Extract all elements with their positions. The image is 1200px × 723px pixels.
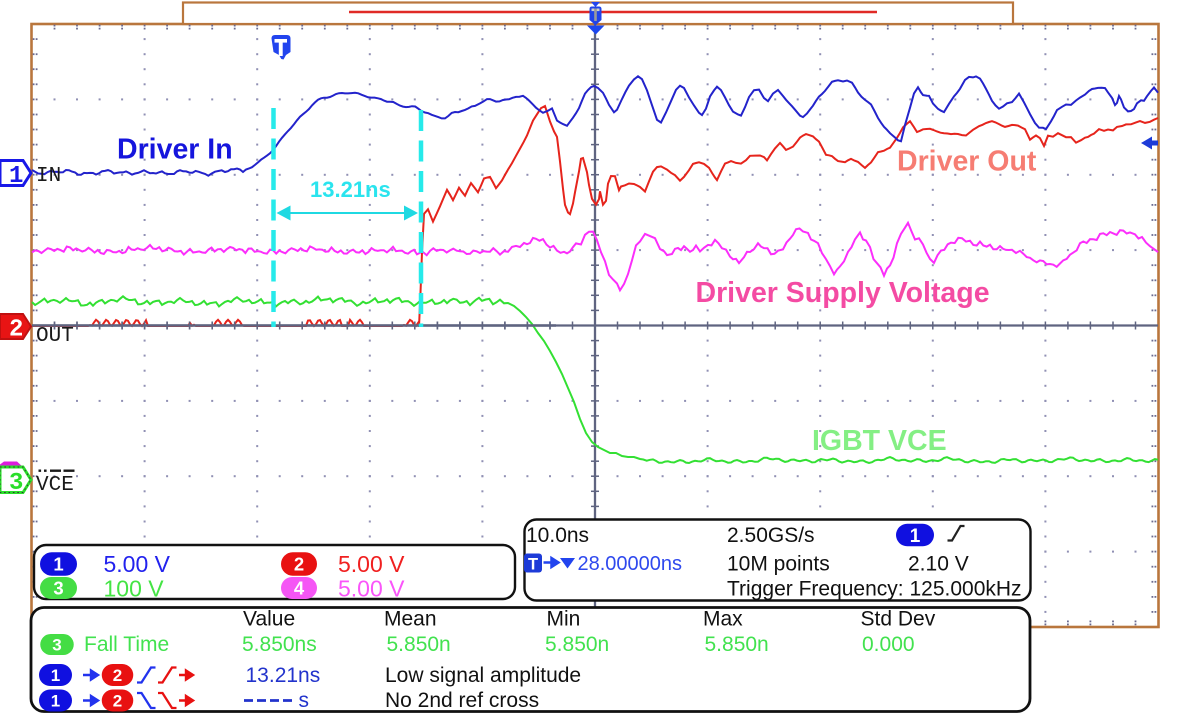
svg-text:4: 4 [294,578,305,599]
svg-text:13.21ns: 13.21ns [246,664,321,687]
svg-text:100 V: 100 V [104,576,165,602]
svg-text:3: 3 [53,578,63,599]
svg-text:5.00 V: 5.00 V [338,551,405,577]
svg-text:13.21ns: 13.21ns [310,177,391,202]
svg-text:2: 2 [113,692,122,711]
svg-text:Driver Out: Driver Out [897,146,1037,178]
svg-text:Driver In: Driver In [117,134,233,166]
svg-text:IN: IN [36,165,61,188]
svg-text:OUT: OUT [36,325,74,348]
svg-text:Max: Max [703,608,743,631]
svg-text:2.50GS/s: 2.50GS/s [727,524,815,547]
svg-text:VCE: VCE [36,474,74,497]
svg-text:1: 1 [9,163,23,190]
svg-text:10.0ns: 10.0ns [526,524,589,547]
svg-text:Value: Value [243,608,295,631]
svg-text:2: 2 [113,666,122,685]
svg-text:Std Dev: Std Dev [861,608,936,631]
svg-text:T: T [528,556,538,574]
svg-text:5.850n: 5.850n [545,633,609,656]
svg-text:Min: Min [547,608,581,631]
svg-text:No 2nd ref cross: No 2nd ref cross [385,689,539,712]
svg-text:10M points: 10M points [727,553,830,576]
svg-text:Low signal amplitude: Low signal amplitude [385,664,581,687]
svg-text:1: 1 [910,526,921,547]
svg-text:Mean: Mean [384,608,437,631]
svg-text:s: s [299,689,310,712]
svg-text:1: 1 [53,554,63,575]
svg-text:Trigger Frequency: 125.000kHz: Trigger Frequency: 125.000kHz [727,578,1022,601]
svg-text:5.850n: 5.850n [387,633,451,656]
svg-text:3: 3 [9,470,23,497]
svg-text:Fall Time: Fall Time [84,633,169,656]
svg-text:Driver Supply Voltage: Driver Supply Voltage [696,277,990,309]
svg-text:3: 3 [52,636,61,655]
svg-text:IGBT VCE: IGBT VCE [812,425,947,457]
svg-text:2: 2 [9,317,23,344]
svg-text:28.00000ns: 28.00000ns [578,553,683,575]
svg-text:5.850n: 5.850n [705,633,769,656]
svg-text:1: 1 [51,666,60,685]
svg-text:2: 2 [294,554,304,575]
svg-text:5.00 V: 5.00 V [338,576,405,602]
svg-text:1: 1 [51,692,60,711]
svg-text:5.850ns: 5.850ns [242,633,317,656]
svg-text:5.00 V: 5.00 V [104,551,171,577]
svg-text:2.10 V: 2.10 V [908,553,969,576]
svg-text:0.000: 0.000 [862,633,915,656]
